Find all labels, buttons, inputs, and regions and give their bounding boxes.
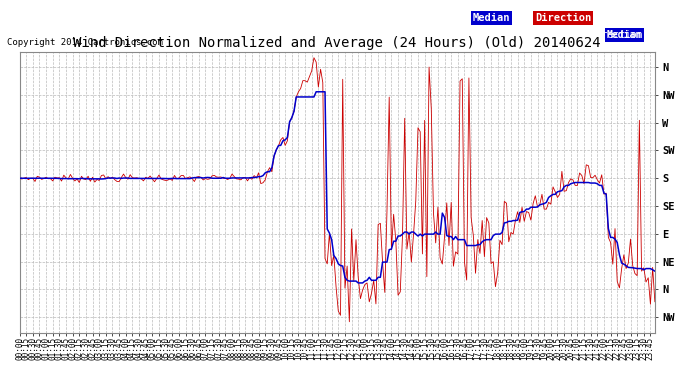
- Text: Median  Direction: Median Direction: [531, 30, 642, 40]
- Title: Wind Direction Normalized and Average (24 Hours) (Old) 20140624: Wind Direction Normalized and Average (2…: [73, 36, 601, 50]
- Text: Direction: Direction: [535, 13, 591, 22]
- Text: Median: Median: [473, 13, 510, 22]
- Text: Median: Median: [607, 30, 642, 40]
- Text: Copyright 2014 Cartronics.com: Copyright 2014 Cartronics.com: [7, 38, 163, 47]
